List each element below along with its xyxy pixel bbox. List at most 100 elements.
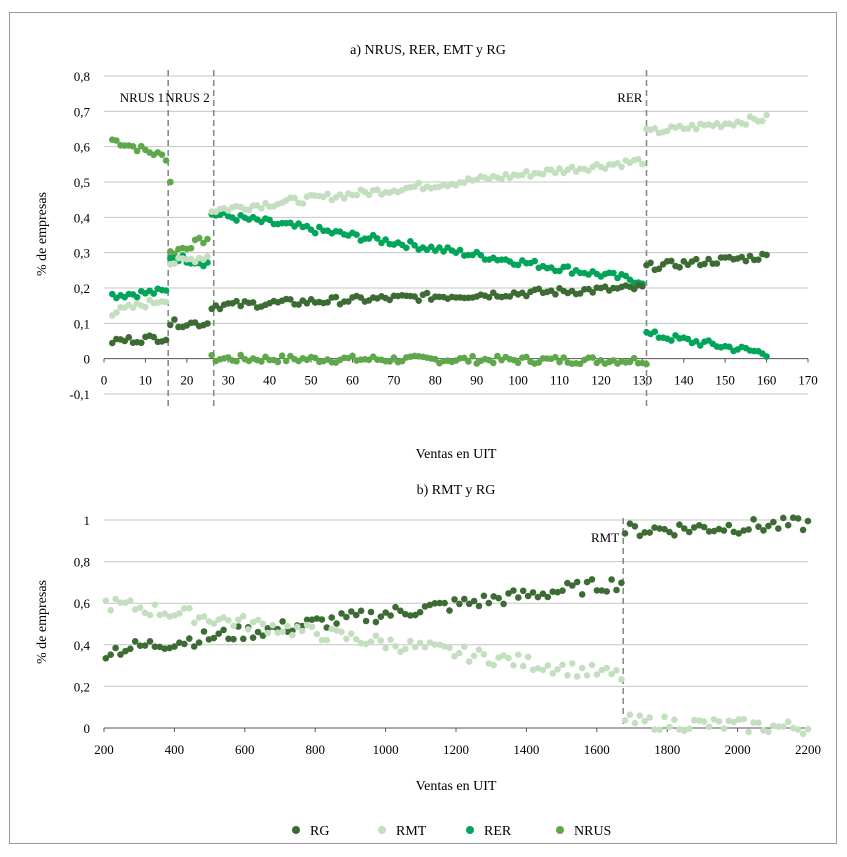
y-tick-label: 0,6: [74, 140, 91, 155]
data-point-nrus: [390, 354, 398, 361]
data-point-rmt: [162, 298, 170, 306]
data-point-rg: [377, 613, 385, 620]
data-point-rg: [362, 617, 370, 625]
data-point-rg: [552, 291, 559, 298]
data-point-rg: [626, 520, 634, 527]
data-point-rg: [411, 293, 418, 300]
data-point-nrus: [167, 178, 174, 186]
data-point-rg: [725, 521, 733, 529]
legend-label-rer: RER: [484, 824, 512, 839]
data-point-rg: [549, 588, 556, 595]
data-point-rg: [313, 615, 321, 622]
data-point-rg: [589, 289, 596, 296]
data-point-rg: [254, 628, 262, 636]
data-point-rg: [431, 600, 439, 607]
data-point-rg: [676, 521, 683, 528]
data-point-rg: [352, 611, 360, 619]
data-point-rmt: [686, 725, 693, 732]
data-point-rg: [190, 643, 198, 650]
data-point-rmt: [245, 206, 253, 214]
data-point-rg: [745, 526, 752, 533]
x-tick-label: 70: [387, 373, 400, 388]
data-point-rg: [529, 589, 537, 596]
data-point-nrus: [113, 137, 120, 144]
data-point-rg: [216, 305, 224, 313]
data-point-rmt: [544, 662, 552, 669]
data-point-rg: [461, 595, 468, 603]
data-point-rg: [763, 251, 770, 259]
data-point-rmt: [608, 670, 615, 678]
data-point-rg: [150, 333, 157, 341]
data-point-rg: [338, 610, 345, 617]
data-point-rmt: [510, 662, 517, 669]
data-point-rg: [593, 587, 601, 594]
data-point-rmt: [259, 620, 267, 628]
y-tick-label: 0,5: [74, 175, 90, 190]
data-point-rg: [515, 594, 522, 601]
data-point-rmt: [631, 719, 639, 727]
data-point-rmt: [549, 670, 556, 677]
x-tick-label: 1400: [513, 742, 539, 757]
data-point-rg: [249, 299, 257, 306]
data-point-rmt: [274, 629, 282, 636]
figure-border: [9, 12, 837, 844]
x-tick-label: 600: [235, 742, 255, 757]
data-point-nrus: [282, 357, 290, 365]
y-tick-label: 0: [84, 352, 91, 367]
x-tick-label: 2200: [795, 742, 821, 757]
data-point-rmt: [641, 717, 648, 725]
x-tick-label: 150: [715, 373, 735, 388]
data-point-rg: [735, 530, 742, 537]
data-point-rmt: [646, 714, 653, 721]
data-point-rmt: [299, 200, 307, 207]
data-point-rg: [171, 643, 178, 650]
data-point-rmt: [688, 121, 696, 129]
legend-marker-rer: [466, 826, 474, 834]
data-point-rmt: [225, 617, 232, 624]
x-tick-label: 80: [429, 373, 442, 388]
data-point-rmt: [279, 628, 286, 635]
data-point-rmt: [569, 660, 576, 667]
data-point-rg: [357, 607, 365, 615]
data-point-rmt: [367, 638, 375, 645]
data-point-rmt: [656, 726, 663, 734]
data-point-rmt: [129, 304, 137, 312]
data-point-rg: [259, 632, 267, 639]
data-point-rg: [416, 608, 424, 616]
data-point-rg: [523, 292, 530, 300]
data-point-rg: [125, 334, 133, 341]
data-point-rg: [603, 588, 610, 595]
data-point-rg: [666, 528, 673, 536]
data-point-rg: [328, 614, 336, 621]
data-point-rg: [569, 582, 576, 589]
data-point-rg: [690, 524, 698, 531]
data-point-rmt: [186, 604, 193, 612]
x-tick-label: 20: [180, 373, 193, 388]
data-point-rmt: [759, 117, 766, 125]
data-point-nrus: [432, 355, 439, 363]
data-point-rmt: [240, 612, 247, 620]
panel-a-points: [109, 111, 770, 368]
data-point-rmt: [500, 652, 507, 659]
data-point-rmt: [264, 629, 272, 637]
data-point-rg: [136, 642, 144, 649]
data-point-rmt: [564, 672, 571, 679]
x-tick-label: 400: [165, 742, 185, 757]
data-point-rmt: [750, 719, 757, 726]
threshold-label: NRUS 2: [165, 90, 209, 105]
data-point-rg: [510, 587, 517, 594]
data-point-rmt: [588, 661, 596, 669]
data-point-rg: [804, 517, 812, 525]
data-point-nrus: [187, 244, 195, 252]
x-tick-label: 50: [305, 373, 318, 388]
data-point-rmt: [235, 616, 242, 624]
x-tick-label: 110: [550, 373, 569, 388]
data-point-rmt: [323, 636, 331, 644]
data-point-rg: [333, 620, 340, 627]
data-point-rmt: [626, 711, 634, 719]
data-point-rg: [235, 623, 242, 630]
data-point-rg: [480, 592, 488, 600]
data-point-rmt: [613, 667, 620, 674]
data-point-rg: [780, 514, 787, 522]
